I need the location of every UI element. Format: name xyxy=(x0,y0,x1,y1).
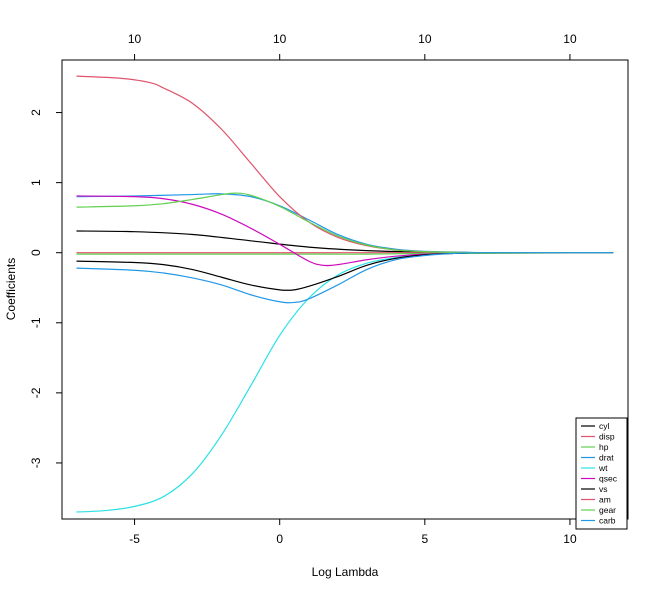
y-tick-label: -2 xyxy=(29,387,43,398)
bottom-x-axis: -5 0 5 10 xyxy=(129,519,577,546)
series-lines xyxy=(76,75,614,513)
y-tick-label: 0 xyxy=(29,249,43,256)
legend-label-cyl: cyl xyxy=(599,421,610,431)
plot-frame xyxy=(61,59,629,520)
legend-label-gear: gear xyxy=(599,505,616,515)
top-tick-label: 10 xyxy=(273,32,287,46)
series-line-carb xyxy=(76,252,614,304)
top-tick-label: 10 xyxy=(563,32,577,46)
legend-label-disp: disp xyxy=(599,432,615,442)
y-tick-label: -3 xyxy=(29,457,43,468)
y-tick-label: -1 xyxy=(29,317,43,328)
x-tick-label: 10 xyxy=(563,532,577,546)
legend-label-hp: hp xyxy=(599,442,609,452)
legend-label-qsec: qsec xyxy=(599,474,618,484)
y-axis-label: Coefficients xyxy=(4,258,18,320)
y-tick-label: 1 xyxy=(29,179,43,186)
x-tick-label: 5 xyxy=(421,532,428,546)
top-x-axis: 10 10 10 10 xyxy=(128,32,577,60)
legend-label-vs: vs xyxy=(599,484,608,494)
top-tick-label: 10 xyxy=(418,32,432,46)
legend-label-drat: drat xyxy=(599,453,614,463)
legend-label-carb: carb xyxy=(599,516,616,526)
top-tick-label: 10 xyxy=(128,32,142,46)
legend-label-am: am xyxy=(599,495,611,505)
y-tick-label: 2 xyxy=(29,109,43,116)
x-axis-label: Log Lambda xyxy=(312,565,379,579)
left-y-axis: -3 -2 -1 0 1 2 xyxy=(29,109,62,468)
x-tick-label: 0 xyxy=(276,532,283,546)
legend-label-wt: wt xyxy=(598,463,608,473)
x-tick-label: -5 xyxy=(129,532,140,546)
